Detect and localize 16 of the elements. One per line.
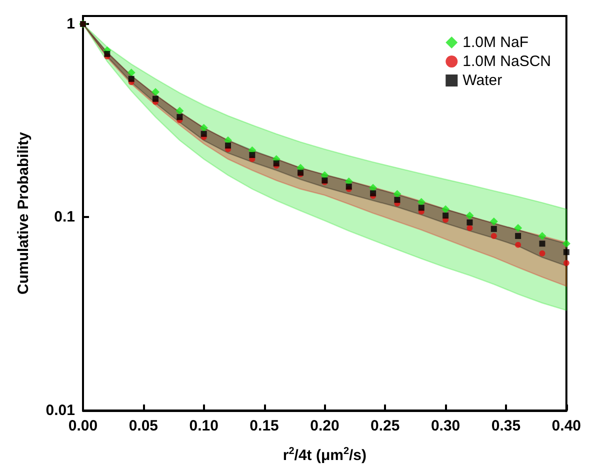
x-tick-label: 0.05 — [128, 418, 158, 434]
x-tick-label: 0.20 — [310, 418, 340, 434]
x-tick-label: 0.30 — [430, 418, 460, 434]
y-tick-label: 0.1 — [54, 208, 75, 226]
y-tick-label: 0.01 — [46, 402, 75, 419]
x-tick-label: 0.35 — [491, 418, 521, 434]
x-tick-label: 0.10 — [189, 418, 218, 434]
legend-label: 1.0M NaF — [462, 34, 528, 51]
legend-label: 1.0M NaSCN — [462, 53, 551, 70]
y-axis-title: Cumulative Probability — [15, 131, 32, 295]
x-tick-label: 0.15 — [250, 418, 279, 434]
legend-label: Water — [462, 72, 502, 89]
y-tick-label: 1 — [66, 16, 75, 32]
x-tick-label: 0.40 — [552, 418, 582, 434]
x-tick-label: 0.25 — [370, 418, 400, 434]
x-tick-label: 0.00 — [68, 418, 98, 434]
